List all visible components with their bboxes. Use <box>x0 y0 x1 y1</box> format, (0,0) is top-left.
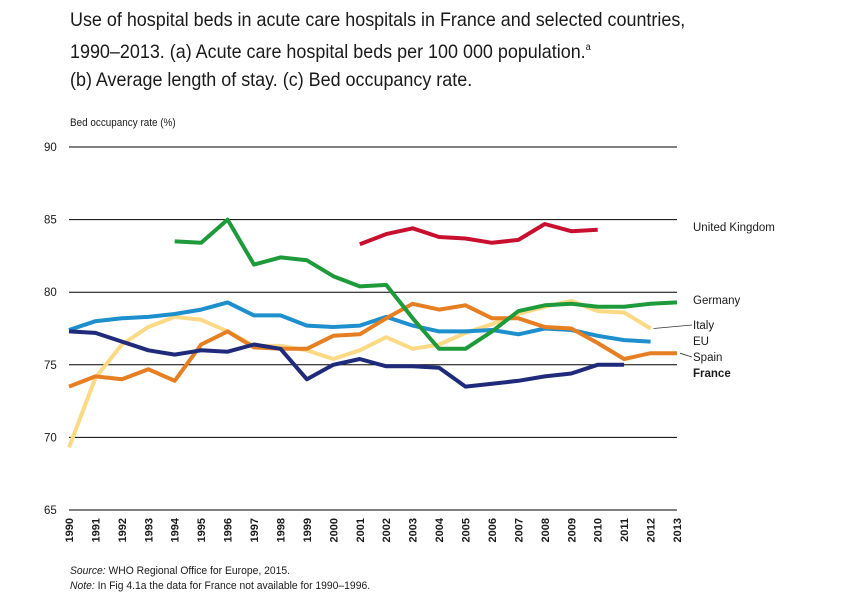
note-text: In Fig 4.1a the data for France not avai… <box>94 580 371 592</box>
series-lines <box>67 217 678 449</box>
series-labels: United Kingdom Germany Italy EU Spain France <box>653 222 775 380</box>
source-note: Source: WHO Regional Office for Europe, … <box>70 564 370 594</box>
x-tick-label: 1999 <box>302 518 314 542</box>
note-label: Note: <box>70 580 95 592</box>
x-tick-label: 2007 <box>513 518 525 542</box>
x-tick-label: 2010 <box>593 518 605 542</box>
x-tick-label: 2003 <box>408 518 420 542</box>
source-text: WHO Regional Office for Europe, 2015. <box>105 565 290 577</box>
x-tick-label: 1997 <box>249 518 261 542</box>
series-label-france: France <box>693 368 731 380</box>
series-line-germany <box>174 217 678 351</box>
series-line-france <box>68 329 625 389</box>
y-axis-ticks: 65 70 75 80 85 90 <box>44 142 57 517</box>
title-line-2: 1990–2013. (a) Acute care hospital beds … <box>70 34 732 66</box>
x-tick-label: 2009 <box>566 518 578 542</box>
title-line-1: Use of hospital beds in acute care hospi… <box>70 9 686 31</box>
x-tick-label: 2001 <box>355 518 367 542</box>
x-tick-label: 2004 <box>434 517 446 542</box>
title-footnote-marker: a <box>585 42 591 53</box>
note-line: Note: In Fig 4.1a the data for France no… <box>70 579 370 594</box>
x-tick-label: 1992 <box>117 518 129 542</box>
source-line: Source: WHO Regional Office for Europe, … <box>70 564 370 579</box>
x-tick-label: 2000 <box>328 518 340 542</box>
series-line-spain <box>68 301 677 389</box>
x-tick-label: 2008 <box>540 518 552 542</box>
x-axis-ticks: 1990 1991 1992 1993 1994 1995 1996 1997 1998 1999… <box>64 517 684 542</box>
y-tick-label: 85 <box>44 215 57 227</box>
y-axis-label: Bed occupancy rate (%) <box>70 117 176 129</box>
x-tick-label: 1990 <box>64 518 76 542</box>
title-line-2-text: 1990–2013. (a) Acute care hospital beds … <box>70 41 586 63</box>
x-tick-label: 2012 <box>646 518 658 542</box>
x-tick-label: 1993 <box>143 518 155 542</box>
series-label-united-kingdom: United Kingdom <box>693 222 775 234</box>
y-tick-label: 70 <box>44 432 57 444</box>
chart-title: Use of hospital beds in acute care hospi… <box>70 6 732 94</box>
gridlines <box>69 146 677 511</box>
series-line-united-kingdom <box>359 222 598 247</box>
series-label-germany: Germany <box>693 295 741 307</box>
x-tick-label: 1994 <box>170 517 182 542</box>
x-tick-label: 1998 <box>275 518 287 542</box>
leader-line <box>653 324 693 329</box>
series-label-italy: Italy <box>693 320 714 332</box>
x-tick-label: 2002 <box>381 518 393 542</box>
x-tick-label: 2011 <box>619 518 631 542</box>
x-tick-label: 2013 <box>672 518 684 542</box>
title-line-3: (b) Average length of stay. (c) Bed occu… <box>70 69 473 91</box>
x-tick-label: 1991 <box>90 518 102 542</box>
y-tick-label: 65 <box>44 505 57 517</box>
leader-line <box>679 352 693 358</box>
x-tick-label: 1996 <box>223 518 235 542</box>
x-tick-label: 2006 <box>487 518 499 542</box>
series-label-spain: Spain <box>693 352 722 364</box>
x-tick-label: 2005 <box>461 518 473 542</box>
y-tick-label: 80 <box>44 287 57 299</box>
series-label-eu: EU <box>693 336 709 348</box>
y-tick-label: 90 <box>44 142 57 154</box>
y-tick-label: 75 <box>44 360 57 372</box>
source-label: Source: <box>70 565 106 577</box>
x-tick-label: 1995 <box>196 518 208 542</box>
